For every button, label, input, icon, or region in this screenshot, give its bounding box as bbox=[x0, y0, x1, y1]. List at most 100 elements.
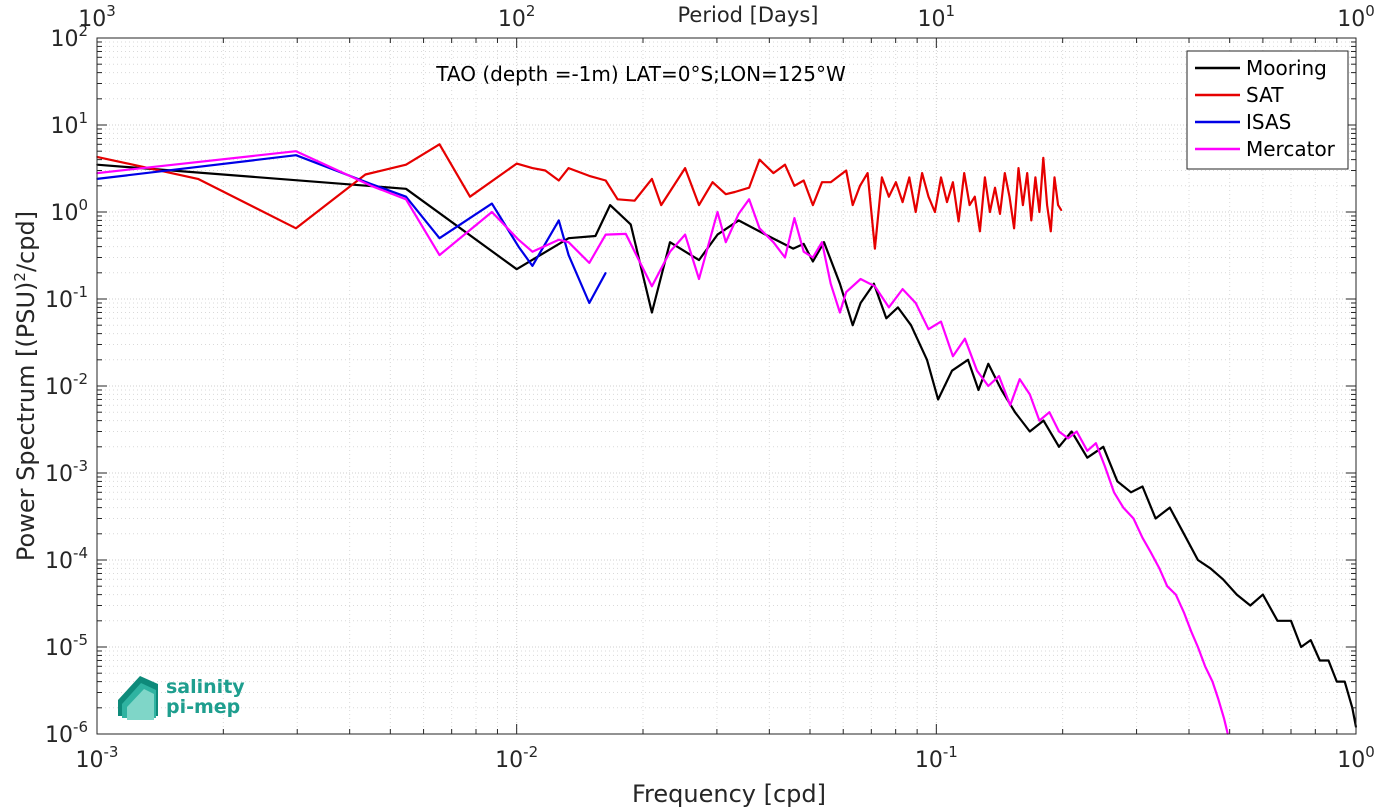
data-point-sat bbox=[851, 204, 854, 206]
data-point-sat bbox=[1053, 176, 1056, 179]
y-tick-label: 10-6 bbox=[45, 718, 88, 748]
data-point-mercator bbox=[1175, 593, 1177, 596]
data-point-sat bbox=[1022, 204, 1024, 206]
data-point-mooring bbox=[1058, 446, 1060, 448]
data-point-mercator bbox=[1132, 517, 1135, 520]
data-point-mooring bbox=[1262, 593, 1264, 596]
data-point-mooring bbox=[851, 324, 854, 327]
x-tick-label: 10-1 bbox=[915, 743, 958, 773]
data-point-mercator bbox=[517, 238, 520, 241]
data-point-sat bbox=[921, 172, 923, 174]
data-point-sat bbox=[934, 211, 936, 213]
data-point-isas bbox=[438, 237, 441, 239]
y-axis-title: Power Spectrum [(PSU)2/cpd] bbox=[11, 211, 40, 561]
data-point-sat bbox=[1026, 172, 1028, 174]
data-point-mooring bbox=[1070, 430, 1073, 433]
data-point-mercator bbox=[370, 185, 372, 187]
data-point-mercator bbox=[1204, 665, 1206, 668]
data-point-mercator bbox=[1150, 552, 1152, 554]
data-point-sat bbox=[940, 176, 942, 179]
data-point-mercator bbox=[669, 250, 671, 253]
data-point-sat bbox=[784, 163, 786, 166]
data-point-isas bbox=[588, 302, 591, 304]
data-point-mercator bbox=[1190, 630, 1193, 633]
data-point-sat bbox=[1004, 172, 1006, 174]
data-point-mooring bbox=[1249, 604, 1252, 607]
data-point-mercator bbox=[1095, 442, 1097, 445]
data-point-isas bbox=[604, 272, 607, 274]
y-tick-label: 10-3 bbox=[45, 457, 88, 487]
data-point-sat bbox=[1008, 195, 1011, 198]
data-point-mercator bbox=[295, 150, 297, 152]
data-point-sat bbox=[1038, 211, 1041, 213]
legend-label-isas: ISAS bbox=[1246, 110, 1291, 134]
data-point-sat bbox=[734, 191, 736, 193]
data-point-mooring bbox=[1290, 620, 1292, 622]
data-point-sat bbox=[469, 195, 471, 198]
data-point-sat bbox=[989, 211, 991, 213]
legend: Mooring SAT ISAS Mercator bbox=[1186, 50, 1349, 170]
top-tick-label: 101 bbox=[918, 2, 956, 32]
data-point-mercator bbox=[1009, 404, 1011, 407]
data-point-mooring bbox=[910, 324, 912, 327]
data-point-sat bbox=[974, 195, 976, 198]
legend-label-mooring: Mooring bbox=[1246, 56, 1327, 80]
grid bbox=[96, 37, 1357, 735]
data-point-sat bbox=[1046, 204, 1048, 206]
data-point-mercator bbox=[901, 288, 904, 290]
data-point-isas bbox=[531, 265, 534, 267]
y-axis-title-main: Power Spectrum [(PSU) bbox=[12, 282, 40, 561]
data-point-mooring bbox=[1169, 506, 1171, 509]
data-point-sat bbox=[633, 199, 636, 202]
data-point-mooring bbox=[1236, 593, 1238, 596]
x-axis-title: Frequency [cpd] bbox=[632, 780, 826, 808]
data-point-mooring bbox=[1102, 446, 1105, 448]
data-point-mooring bbox=[698, 259, 700, 261]
data-point-mercator bbox=[1029, 393, 1031, 396]
data-point-mercator bbox=[859, 278, 862, 280]
data-point-mercator bbox=[839, 311, 841, 314]
data-point-mercator bbox=[1211, 680, 1214, 683]
data-point-mooring bbox=[629, 223, 632, 226]
data-point-sat bbox=[698, 204, 700, 206]
data-point-mercator bbox=[1048, 411, 1051, 414]
logo-text-pi-mep: pi-mep bbox=[166, 696, 240, 718]
data-point-mooring bbox=[609, 204, 611, 206]
data-point-mooring bbox=[651, 311, 653, 314]
top-tick-label: 102 bbox=[498, 2, 536, 32]
data-point-mercator bbox=[1067, 437, 1069, 440]
data-point-mercator bbox=[1223, 717, 1225, 720]
y-tick-label: 101 bbox=[50, 109, 88, 139]
data-point-mercator bbox=[716, 211, 719, 213]
legend-label-sat: SAT bbox=[1246, 83, 1284, 107]
data-point-isas bbox=[370, 183, 372, 185]
data-point-sat bbox=[888, 195, 890, 198]
data-point-sat bbox=[1057, 204, 1059, 206]
data-point-mooring bbox=[1141, 485, 1144, 488]
data-point-mercator bbox=[405, 198, 407, 201]
y-tick-label: 10-1 bbox=[45, 283, 88, 313]
data-point-mercator bbox=[1058, 430, 1060, 433]
data-point-mooring bbox=[1336, 680, 1338, 683]
data-point-mooring bbox=[823, 241, 825, 243]
data-point-mooring bbox=[515, 268, 518, 271]
data-point-mercator bbox=[748, 198, 750, 201]
data-point-mercator bbox=[1086, 450, 1089, 452]
data-point-mooring bbox=[897, 306, 899, 309]
data-point-sat bbox=[544, 169, 547, 172]
y-tick-label: 10-4 bbox=[45, 544, 88, 574]
data-point-mooring bbox=[1309, 639, 1312, 641]
data-point-sat bbox=[984, 176, 986, 179]
data-point-mercator bbox=[1038, 419, 1041, 422]
data-point-mooring bbox=[1327, 659, 1330, 662]
data-point-sat bbox=[1013, 227, 1015, 230]
data-point-mooring bbox=[567, 237, 570, 239]
data-point-sat bbox=[438, 143, 441, 146]
data-point-mooring bbox=[405, 188, 407, 190]
data-point-mercator bbox=[874, 285, 876, 288]
data-point-sat bbox=[651, 178, 653, 180]
data-point-mooring bbox=[1276, 620, 1279, 622]
data-point-mercator bbox=[998, 375, 1000, 377]
data-point-sat bbox=[1017, 167, 1020, 169]
